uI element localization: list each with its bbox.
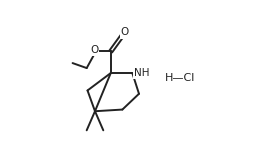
Text: NH: NH [134, 68, 149, 78]
Text: O: O [121, 27, 129, 37]
Text: H—Cl: H—Cl [165, 73, 195, 83]
Text: O: O [90, 45, 98, 55]
